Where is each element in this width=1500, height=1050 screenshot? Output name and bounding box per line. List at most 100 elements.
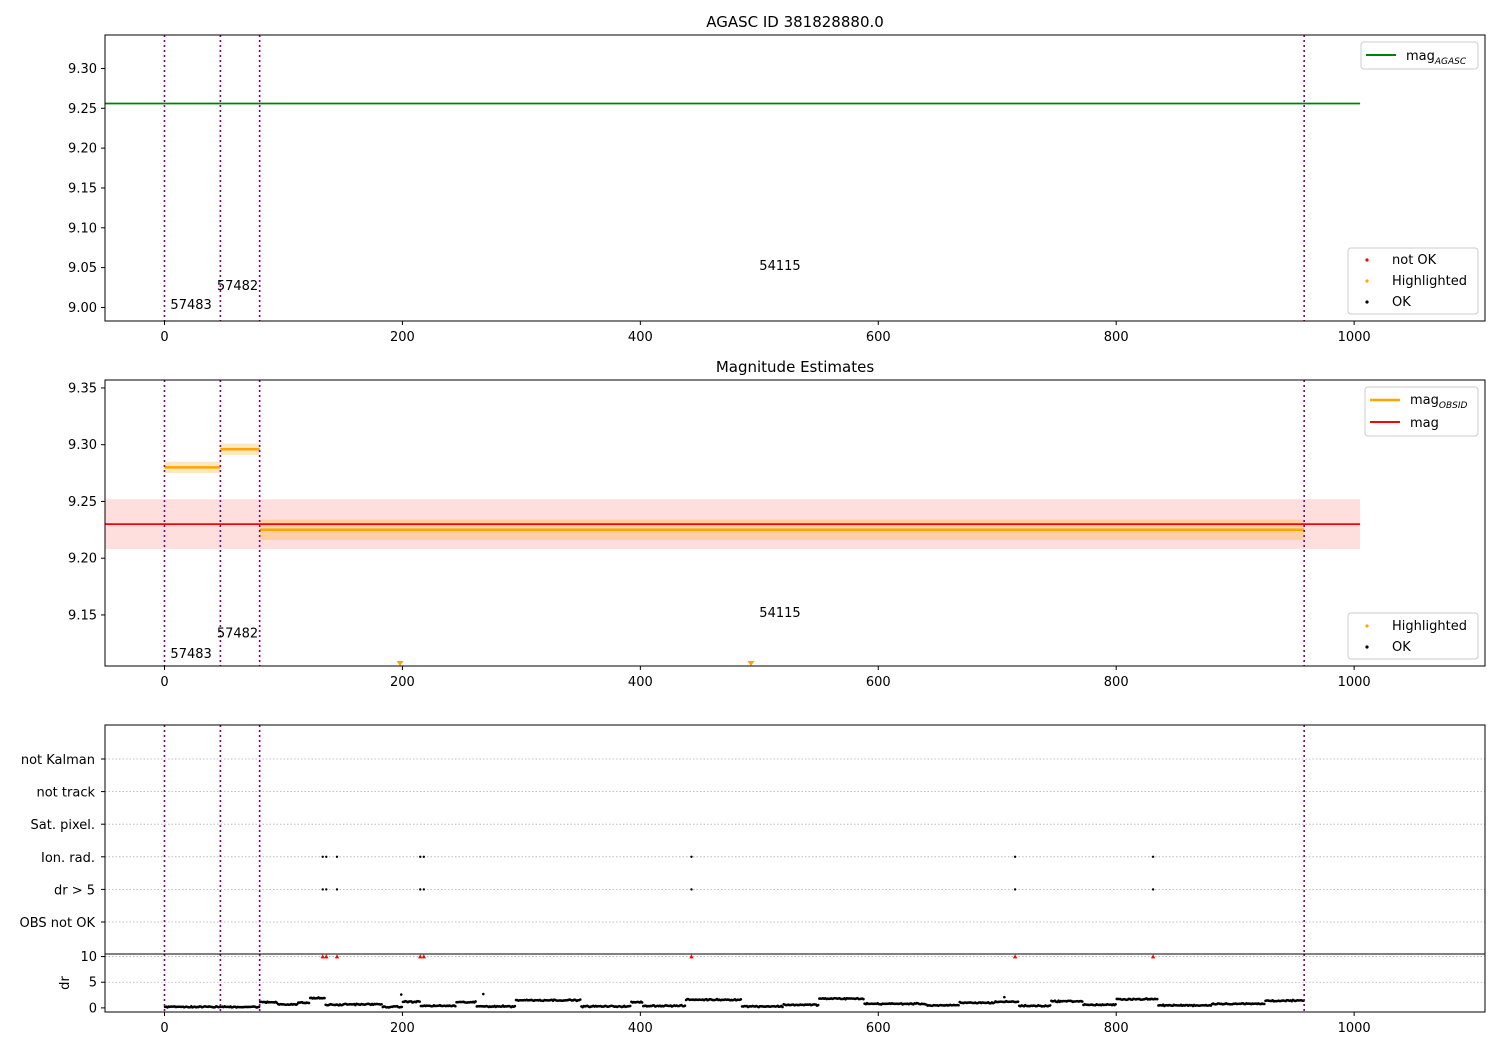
panel2-title: Magnitude Estimates xyxy=(716,358,874,376)
panel2-ytick-label: 9.25 xyxy=(68,495,97,510)
panel1-xtick-label: 800 xyxy=(1104,330,1129,345)
panel3-obsid-boundaries xyxy=(163,725,1305,954)
panel1-xtick-label: 0 xyxy=(160,330,168,345)
panel4-xtick-label: 800 xyxy=(1104,1021,1129,1036)
panel1-ytick-label: 9.20 xyxy=(68,142,97,157)
flag-point xyxy=(419,888,422,891)
flag-label-not-track: not track xyxy=(36,786,95,801)
dr-point xyxy=(454,1004,457,1008)
panel2-bands xyxy=(105,443,1361,550)
panel4-ticks: 0 5 10 0 200 400 600 800 1000 xyxy=(80,950,1370,1036)
flag-point xyxy=(690,855,693,858)
panel4-xtick-label: 0 xyxy=(160,1021,168,1036)
panel2-xtick-label: 200 xyxy=(390,675,415,690)
panel4-xtick-label: 600 xyxy=(866,1021,891,1036)
panel1-obsid-boundaries xyxy=(163,35,1305,321)
panel4-xtick-label: 200 xyxy=(390,1021,415,1036)
panel3-category-grid xyxy=(101,758,1485,923)
flag-point xyxy=(321,888,324,891)
dr-clipped-marker xyxy=(334,954,340,959)
dr-point xyxy=(781,1005,784,1009)
dr-clipped-marker xyxy=(418,954,423,959)
flag-point xyxy=(1013,855,1017,858)
flag-label-not-kalman: not Kalman xyxy=(21,753,95,768)
legend-ok-marker xyxy=(1365,645,1369,649)
dr-point xyxy=(307,1001,311,1005)
dr-clipped-marker xyxy=(689,954,694,959)
panel1-ytick-label: 9.30 xyxy=(68,62,97,77)
panel2-lines xyxy=(105,447,1361,532)
obsid-label-57482: 57482 xyxy=(217,627,258,642)
obsid-label-57482: 57482 xyxy=(217,279,258,294)
panel1-obsid-labels: 57483 57482 54115 xyxy=(170,259,800,313)
magnitude-estimates-panel: Magnitude Estimates 9.15 9.20 9.25 9.30 9.35… xyxy=(68,358,1486,690)
dr-clipped-marker xyxy=(1150,954,1156,959)
panel1-xtick-label: 400 xyxy=(628,330,653,345)
panel2-ytick-label: 9.15 xyxy=(68,608,97,623)
dr-point xyxy=(1016,1000,1020,1003)
panel2-xtick-label: 600 xyxy=(866,675,891,690)
panel4-clipped-markers xyxy=(320,954,1156,959)
dr-point xyxy=(640,1001,644,1004)
dr-point xyxy=(816,1003,820,1007)
dr-point xyxy=(399,993,403,996)
flag-point xyxy=(422,855,426,858)
panel4-obsid-boundaries xyxy=(163,954,1305,1012)
panel2-legend-bottom: Highlighted OK xyxy=(1347,612,1479,660)
panel1-ytick-label: 9.15 xyxy=(68,181,97,196)
legend-highlighted-label: Highlighted xyxy=(1392,619,1467,634)
flag-point xyxy=(335,888,339,891)
panel4-ytick-label: 5 xyxy=(89,976,97,991)
panel4-grid xyxy=(105,956,1485,983)
dr-point xyxy=(418,1000,421,1003)
panel2-xtick-label: 400 xyxy=(628,675,653,690)
panel1-xtick-label: 600 xyxy=(866,330,891,345)
panel4-ytick-label: 0 xyxy=(89,1001,97,1016)
legend-mag-obsid-label: magOBSID xyxy=(1410,393,1468,411)
panel2-highlighted-points xyxy=(396,661,755,666)
dr-point xyxy=(957,1003,960,1007)
panel1-ytick-label: 9.00 xyxy=(68,301,97,316)
legend-highlighted-marker xyxy=(1365,624,1369,628)
dr-clipped-marker xyxy=(1012,954,1018,959)
legend-not-ok-marker xyxy=(1365,258,1369,262)
legend-mag-label: mag xyxy=(1410,416,1439,431)
panel1-xtick-label: 1000 xyxy=(1338,330,1371,345)
offscale-highlighted-marker xyxy=(747,661,755,666)
legend-mag-agasc-label: magAGASC xyxy=(1406,49,1467,67)
panel2-ytick-label: 9.30 xyxy=(68,438,97,453)
panel3-flag-points xyxy=(321,855,1155,891)
flag-label-dr-gt-5: dr > 5 xyxy=(54,883,95,898)
panel2-xtick-label: 1000 xyxy=(1338,675,1371,690)
obsid-label-57483: 57483 xyxy=(170,298,211,313)
dr-point xyxy=(862,997,865,1001)
obsid-label-57483: 57483 xyxy=(170,647,211,662)
legend-ok-label: OK xyxy=(1392,640,1411,655)
offscale-highlighted-marker xyxy=(396,661,404,666)
panel2-ytick-label: 9.35 xyxy=(68,381,97,396)
dr-point xyxy=(257,1005,261,1009)
legend-highlighted-label: Highlighted xyxy=(1392,274,1467,289)
dr-clipped-marker xyxy=(421,954,427,959)
dr-axis-label: dr xyxy=(58,976,73,990)
dr-point xyxy=(1114,1002,1117,1006)
flags-panel: not Kalman not track Sat. pixel. Ion. ra… xyxy=(20,724,1486,955)
panel3-category-labels: not Kalman not track Sat. pixel. Ion. ra… xyxy=(20,753,96,931)
flag-label-sat-pixel: Sat. pixel. xyxy=(31,818,95,833)
panel2-xtick-label: 800 xyxy=(1104,675,1129,690)
flag-point xyxy=(335,855,339,858)
dr-point xyxy=(474,1000,477,1003)
panel1-xtick-label: 200 xyxy=(390,330,415,345)
legend-ok-label: OK xyxy=(1392,295,1411,310)
panel2-ticks: 9.15 9.20 9.25 9.30 9.35 0 200 400 600 800 1000 xyxy=(68,381,1371,690)
flag-label-ion-rad: Ion. rad. xyxy=(41,851,95,866)
legend-highlighted-marker xyxy=(1365,279,1369,283)
legend-not-ok-label: not OK xyxy=(1392,253,1437,268)
panel1-ticks: 9.00 9.05 9.10 9.15 9.20 9.25 9.30 0 200 400 600 80… xyxy=(68,62,1371,345)
panel1-ytick-label: 9.10 xyxy=(68,221,97,236)
dr-point xyxy=(578,998,582,1001)
obsid-label-54115: 54115 xyxy=(759,259,800,274)
flag-label-obs-not-ok: OBS not OK xyxy=(20,916,96,931)
legend-ok-marker xyxy=(1365,300,1369,304)
